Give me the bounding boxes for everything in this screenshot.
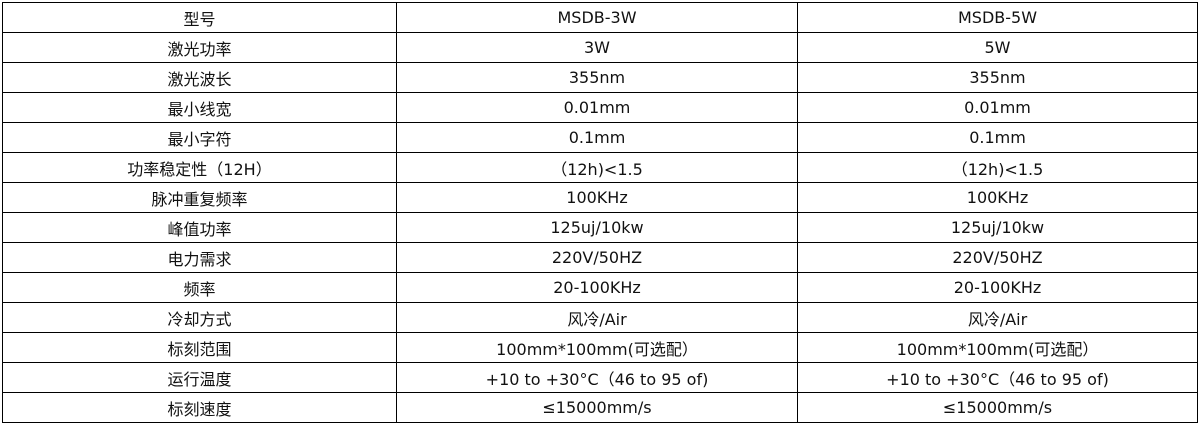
spec-label: 最小线宽	[2, 92, 397, 123]
msdb-3w-value: 355nm	[396, 62, 798, 93]
msdb-5w-value: 100KHz	[797, 182, 1198, 213]
spec-label: 峰值功率	[2, 212, 397, 243]
table-row: 电力需求 220V/50HZ 220V/50HZ	[2, 242, 1198, 273]
msdb-5w-value: 风冷/Air	[797, 302, 1198, 333]
msdb-3w-value: 20-100KHz	[396, 272, 798, 303]
msdb-5w-value: ≤15000mm/s	[797, 392, 1198, 423]
table-row: 标刻范围 100mm*100mm(可选配） 100mm*100mm(可选配）	[2, 332, 1198, 363]
spec-label: 型号	[2, 2, 397, 33]
spec-label: 功率稳定性（12H）	[2, 152, 397, 183]
msdb-5w-value: 0.01mm	[797, 92, 1198, 123]
msdb-3w-value: 100mm*100mm(可选配）	[396, 332, 798, 363]
spec-label: 电力需求	[2, 242, 397, 273]
msdb-5w-value: +10 to +30°C（46 to 95 of)	[797, 362, 1198, 393]
msdb-5w-value: 0.1mm	[797, 122, 1198, 153]
table-row: 脉冲重复频率 100KHz 100KHz	[2, 182, 1198, 213]
table-row: 峰值功率 125uj/10kw 125uj/10kw	[2, 212, 1198, 243]
table-row: 冷却方式 风冷/Air 风冷/Air	[2, 302, 1198, 333]
table-row: 激光波长 355nm 355nm	[2, 62, 1198, 93]
table-row: 激光功率 3W 5W	[2, 32, 1198, 63]
spec-label: 激光波长	[2, 62, 397, 93]
msdb-5w-value: 220V/50HZ	[797, 242, 1198, 273]
spec-label: 最小字符	[2, 122, 397, 153]
msdb-3w-value: +10 to +30°C（46 to 95 of)	[396, 362, 798, 393]
table-row: 最小字符 0.1mm 0.1mm	[2, 122, 1198, 153]
msdb-5w-value: MSDB-5W	[797, 2, 1198, 33]
table-row: 运行温度 +10 to +30°C（46 to 95 of) +10 to +30°…	[2, 362, 1198, 393]
msdb-5w-value: 20-100KHz	[797, 272, 1198, 303]
msdb-5w-value: 125uj/10kw	[797, 212, 1198, 243]
msdb-3w-value: 125uj/10kw	[396, 212, 798, 243]
msdb-5w-value: （12h)<1.5	[797, 152, 1198, 183]
msdb-3w-value: MSDB-3W	[396, 2, 798, 33]
table-row: 最小线宽 0.01mm 0.01mm	[2, 92, 1198, 123]
msdb-3w-value: 风冷/Air	[396, 302, 798, 333]
msdb-5w-value: 355nm	[797, 62, 1198, 93]
spec-label: 激光功率	[2, 32, 397, 63]
msdb-5w-value: 100mm*100mm(可选配）	[797, 332, 1198, 363]
msdb-5w-value: 5W	[797, 32, 1198, 63]
msdb-3w-value: ≤15000mm/s	[396, 392, 798, 423]
spec-label: 运行温度	[2, 362, 397, 393]
msdb-3w-value: 100KHz	[396, 182, 798, 213]
msdb-3w-value: 3W	[396, 32, 798, 63]
spec-label: 标刻速度	[2, 392, 397, 423]
header-row: 型号 MSDB-3W MSDB-5W	[2, 2, 1198, 33]
msdb-3w-value: 220V/50HZ	[396, 242, 798, 273]
spec-label: 脉冲重复频率	[2, 182, 397, 213]
msdb-3w-value: 0.1mm	[396, 122, 798, 153]
table-row: 功率稳定性（12H） （12h)<1.5 （12h)<1.5	[2, 152, 1198, 183]
spec-label: 标刻范围	[2, 332, 397, 363]
table-row: 标刻速度 ≤15000mm/s ≤15000mm/s	[2, 392, 1198, 423]
spec-label: 冷却方式	[2, 302, 397, 333]
msdb-3w-value: （12h)<1.5	[396, 152, 798, 183]
spec-label: 频率	[2, 272, 397, 303]
table-row: 频率 20-100KHz 20-100KHz	[2, 272, 1198, 303]
msdb-3w-value: 0.01mm	[396, 92, 798, 123]
